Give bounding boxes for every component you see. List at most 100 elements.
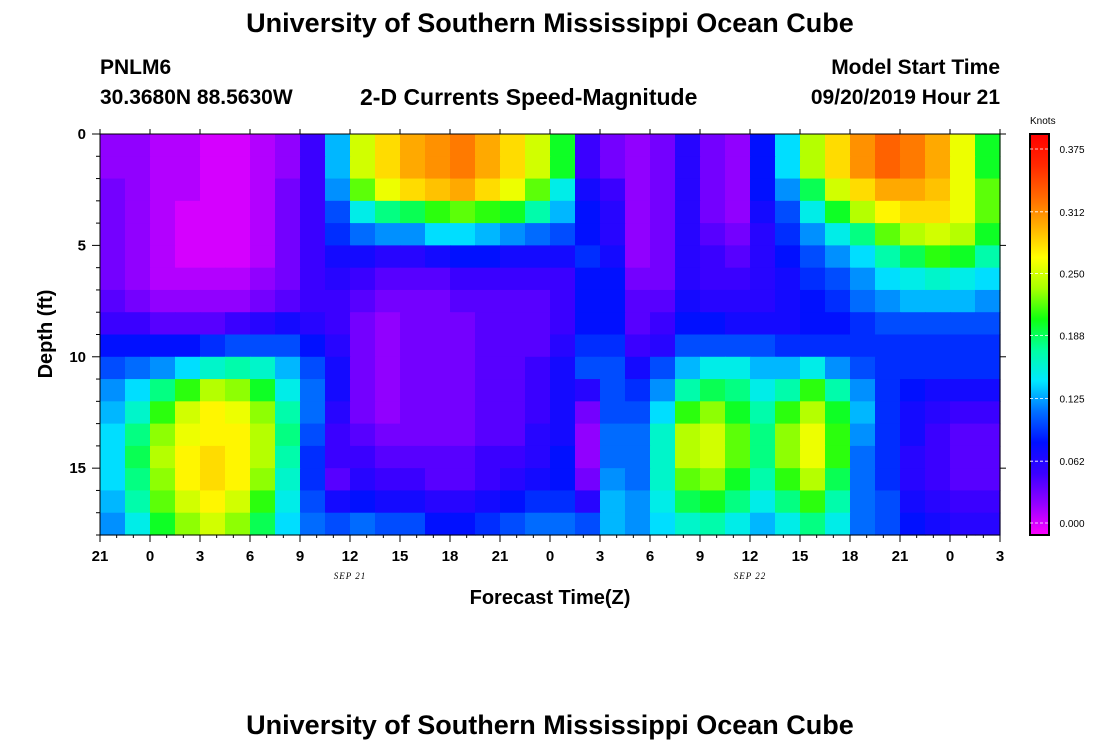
heatmap-cell bbox=[500, 223, 526, 246]
heatmap-cell bbox=[175, 267, 201, 291]
heatmap-cell bbox=[375, 200, 401, 224]
heatmap-cell bbox=[475, 356, 501, 380]
heatmap-cell bbox=[225, 423, 251, 447]
heatmap-cell bbox=[800, 512, 826, 536]
heatmap-cell bbox=[650, 223, 676, 246]
heatmap-cell bbox=[200, 178, 226, 202]
heatmap-cell bbox=[600, 401, 626, 425]
heatmap-cell bbox=[750, 223, 776, 246]
heatmap-cell bbox=[625, 289, 651, 313]
heatmap-cell bbox=[850, 223, 876, 246]
heatmap-cell bbox=[200, 334, 226, 358]
heatmap-cell bbox=[425, 423, 451, 447]
heatmap-cell bbox=[150, 134, 176, 157]
heatmap-cell bbox=[975, 445, 1001, 469]
x-axis-title: Forecast Time(Z) bbox=[470, 587, 631, 609]
heatmap-cell bbox=[425, 156, 451, 180]
heatmap-cell bbox=[900, 289, 926, 313]
heatmap-cell bbox=[300, 312, 326, 336]
heatmap-cell bbox=[575, 334, 601, 358]
heatmap-cell bbox=[400, 312, 426, 336]
heatmap-cell bbox=[175, 156, 201, 180]
heatmap-cell bbox=[325, 334, 351, 358]
heatmap-cell bbox=[850, 445, 876, 469]
heatmap-cell bbox=[950, 245, 976, 269]
heatmap-cell bbox=[350, 423, 376, 447]
heatmap-cell bbox=[500, 423, 526, 447]
heatmap-cell bbox=[200, 200, 226, 224]
heatmap-cell bbox=[525, 178, 551, 202]
heatmap-cell bbox=[675, 245, 701, 269]
heatmap-cell bbox=[425, 512, 451, 536]
y-tick-label: 0 bbox=[78, 126, 86, 143]
heatmap-cell bbox=[125, 423, 151, 447]
heatmap-cell bbox=[175, 468, 201, 492]
heatmap-cell bbox=[800, 445, 826, 469]
heatmap-cell bbox=[575, 289, 601, 313]
heatmap-cell bbox=[900, 512, 926, 536]
heatmap-cell bbox=[625, 156, 651, 180]
colorbar-tick-label: 0.000 bbox=[1059, 519, 1084, 530]
heatmap-cell bbox=[475, 200, 501, 224]
heatmap-cell bbox=[375, 267, 401, 291]
heatmap-cell bbox=[175, 512, 201, 536]
heatmap-cell bbox=[675, 468, 701, 492]
heatmap-cell bbox=[625, 200, 651, 224]
heatmap-cell bbox=[350, 245, 376, 269]
heatmap-cell bbox=[625, 356, 651, 380]
y-axis: 0 5 10 15 bbox=[69, 126, 1006, 536]
heatmap-cell bbox=[650, 334, 676, 358]
heatmap-cell bbox=[300, 134, 326, 157]
heatmap-cell bbox=[800, 267, 826, 291]
heatmap-cell bbox=[150, 312, 176, 336]
heatmap-cell bbox=[425, 334, 451, 358]
heatmap-cell bbox=[600, 223, 626, 246]
heatmap-cell bbox=[100, 223, 126, 246]
heatmap-cell bbox=[550, 356, 576, 380]
heatmap-cell bbox=[550, 423, 576, 447]
colorbar-tick-label: 0.312 bbox=[1059, 208, 1084, 219]
heatmap-cell bbox=[350, 134, 376, 157]
heatmap-cell bbox=[275, 312, 301, 336]
heatmap-cell bbox=[150, 334, 176, 358]
heatmap-cell bbox=[375, 401, 401, 425]
heatmap-cell bbox=[825, 289, 851, 313]
heatmap-cell bbox=[675, 423, 701, 447]
heatmap-cell bbox=[725, 423, 751, 447]
heatmap-cell bbox=[275, 379, 301, 402]
heatmap-cell bbox=[675, 356, 701, 380]
heatmap-cell bbox=[100, 334, 126, 358]
heatmap-cell bbox=[200, 379, 226, 402]
heatmap-cell bbox=[375, 423, 401, 447]
heatmap-cell bbox=[550, 178, 576, 202]
page-title: University of Southern Mississippi Ocean… bbox=[246, 8, 854, 38]
heatmap-cell bbox=[600, 490, 626, 514]
heatmap-cell bbox=[175, 356, 201, 380]
heatmap-cell bbox=[925, 401, 951, 425]
x-date-label: SEP 22 bbox=[734, 571, 767, 581]
heatmap-cell bbox=[100, 512, 126, 536]
heatmap-cell bbox=[800, 490, 826, 514]
heatmap-cell bbox=[675, 379, 701, 402]
heatmap-cell bbox=[125, 178, 151, 202]
heatmap-cell bbox=[175, 134, 201, 157]
heatmap-cell bbox=[775, 134, 801, 157]
heatmap-cell bbox=[450, 312, 476, 336]
heatmap-cell bbox=[300, 468, 326, 492]
colorbar-tick-label: 0.125 bbox=[1059, 394, 1084, 405]
heatmap-cell bbox=[125, 334, 151, 358]
heatmap-cell bbox=[425, 490, 451, 514]
heatmap-cell bbox=[875, 134, 901, 157]
heatmap-cell bbox=[800, 379, 826, 402]
heatmap-cell bbox=[725, 468, 751, 492]
heatmap-cell bbox=[175, 245, 201, 269]
heatmap-cell bbox=[625, 423, 651, 447]
heatmap-cell bbox=[325, 267, 351, 291]
heatmap-cell bbox=[575, 245, 601, 269]
heatmap-cell bbox=[275, 401, 301, 425]
heatmap-cell bbox=[975, 178, 1001, 202]
heatmap-cell bbox=[250, 379, 276, 402]
heatmap-cell bbox=[575, 401, 601, 425]
heatmap-cell bbox=[950, 379, 976, 402]
heatmap-cell bbox=[400, 379, 426, 402]
